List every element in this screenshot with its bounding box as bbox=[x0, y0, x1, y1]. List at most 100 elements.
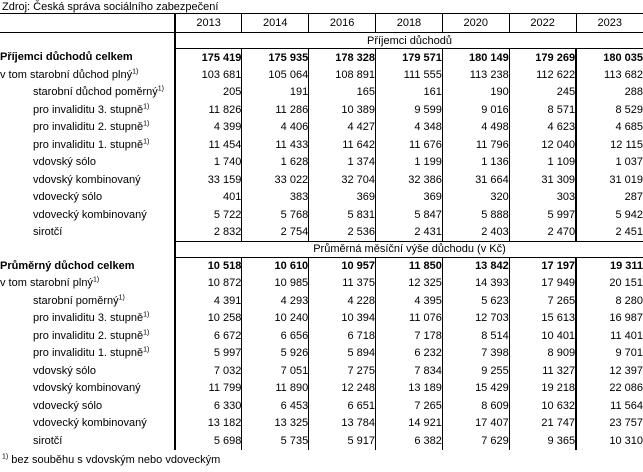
value-cell: 5 847 bbox=[375, 206, 443, 224]
value-cell: 5 997 bbox=[174, 344, 242, 362]
value-cell: 1 628 bbox=[241, 153, 309, 171]
value-cell: 369 bbox=[308, 188, 376, 206]
value-cell: 161 bbox=[375, 83, 443, 101]
year-header-2018: 2018 bbox=[375, 13, 443, 33]
value-cell: 5 888 bbox=[441, 206, 510, 224]
value-cell: 4 623 bbox=[508, 118, 577, 136]
table-row: pro invaliditu 2. stupně1) 4 399 4 406 4 42… bbox=[0, 118, 643, 136]
section-band-title: Průměrná měsíční výše důchodu (v Kč) bbox=[174, 240, 643, 258]
value-cell: 179 571 bbox=[375, 48, 443, 66]
value-cell: 32 704 bbox=[308, 171, 376, 189]
row-label: pro invaliditu 2. stupně1) bbox=[0, 327, 176, 345]
value-cell: 320 bbox=[441, 188, 510, 206]
value-cell: 12 703 bbox=[441, 309, 510, 327]
value-cell: 11 564 bbox=[575, 397, 643, 415]
value-cell: 2 451 bbox=[575, 223, 643, 241]
value-cell: 32 386 bbox=[375, 171, 443, 189]
value-cell: 7 032 bbox=[174, 362, 242, 380]
row-label: sirotčí bbox=[0, 432, 176, 450]
section-band-title: Příjemci důchodů bbox=[174, 32, 643, 49]
row-label: starobní důchod poměrný1) bbox=[0, 83, 176, 101]
value-cell: 4 391 bbox=[174, 292, 242, 310]
year-header-2022: 2022 bbox=[508, 13, 577, 33]
value-cell: 369 bbox=[375, 188, 443, 206]
band-label-spacer bbox=[0, 241, 176, 257]
footnote-marker: 1) bbox=[2, 452, 9, 460]
value-cell: 383 bbox=[241, 188, 309, 206]
footnote-marker: 1) bbox=[143, 103, 150, 111]
source-line: Zdroj: Česká správa sociálního zabezpeče… bbox=[2, 1, 219, 13]
value-cell: 5 926 bbox=[241, 344, 309, 362]
value-cell: 11 076 bbox=[375, 309, 443, 327]
label-column-header bbox=[0, 13, 176, 33]
value-cell: 5 894 bbox=[308, 344, 376, 362]
year-header-2020: 2020 bbox=[441, 13, 510, 33]
value-cell: 10 401 bbox=[508, 327, 577, 345]
value-cell: 19 218 bbox=[508, 379, 577, 397]
row-label: vdovecký kombinovaný bbox=[0, 206, 176, 224]
table-row: pro invaliditu 3. stupně1) 10 258 10 240 10… bbox=[0, 309, 643, 327]
value-cell: 2 470 bbox=[508, 223, 577, 241]
footnote-marker: 1) bbox=[132, 68, 139, 76]
row-label: vdovský sólo bbox=[0, 153, 176, 171]
row-label: Průměrný důchod celkem bbox=[0, 257, 176, 275]
value-cell: 10 310 bbox=[575, 432, 643, 450]
value-cell: 11 401 bbox=[575, 327, 643, 345]
value-cell: 7 629 bbox=[441, 432, 510, 450]
value-cell: 5 623 bbox=[441, 292, 510, 310]
value-cell: 4 348 bbox=[375, 118, 443, 136]
value-cell: 191 bbox=[241, 83, 309, 101]
value-cell: 12 397 bbox=[575, 362, 643, 380]
value-cell: 10 610 bbox=[241, 257, 309, 275]
table-row: Průměrný důchod celkem 10 518 10 610 10 957… bbox=[0, 257, 643, 275]
value-cell: 31 664 bbox=[441, 171, 510, 189]
value-cell: 17 197 bbox=[508, 257, 577, 275]
value-cell: 11 826 bbox=[174, 101, 242, 119]
value-cell: 5 698 bbox=[174, 432, 242, 450]
value-cell: 4 406 bbox=[241, 118, 309, 136]
value-cell: 4 685 bbox=[575, 118, 643, 136]
value-cell: 13 784 bbox=[308, 414, 376, 432]
value-cell: 5 768 bbox=[241, 206, 309, 224]
value-cell: 5 735 bbox=[241, 432, 309, 450]
value-cell: 401 bbox=[174, 188, 242, 206]
footnote-text: bez souběhu s vdovským nebo vdoveckým bbox=[11, 453, 221, 466]
value-cell: 15 429 bbox=[441, 379, 510, 397]
value-cell: 11 799 bbox=[174, 379, 242, 397]
row-label: Příjemci důchodů celkem bbox=[0, 48, 176, 66]
footnote-marker: 1) bbox=[143, 138, 150, 146]
value-cell: 287 bbox=[575, 188, 643, 206]
value-cell: 2 832 bbox=[174, 223, 242, 241]
year-header-row: 2013 2014 2016 2018 2020 2022 2023 bbox=[0, 13, 643, 33]
table-row: vdovský sólo 7 032 7 051 7 275 7 834 9 255 11 … bbox=[0, 362, 643, 380]
value-cell: 190 bbox=[441, 83, 510, 101]
value-cell: 10 258 bbox=[174, 309, 242, 327]
value-cell: 19 311 bbox=[575, 257, 643, 275]
value-cell: 31 309 bbox=[508, 171, 577, 189]
value-cell: 180 035 bbox=[575, 48, 643, 66]
value-cell: 6 453 bbox=[241, 397, 309, 415]
value-cell: 10 240 bbox=[241, 309, 309, 327]
year-header-2014: 2014 bbox=[241, 13, 309, 33]
section-band-row: Příjemci důchodů bbox=[0, 32, 643, 49]
table-row: vdovecký kombinovaný 5 722 5 768 5 831 5 847… bbox=[0, 206, 643, 224]
row-label: pro invaliditu 1. stupně1) bbox=[0, 344, 176, 362]
value-cell: 6 330 bbox=[174, 397, 242, 415]
value-cell: 2 754 bbox=[241, 223, 309, 241]
table-row: pro invaliditu 1. stupně1) 5 997 5 926 5 89… bbox=[0, 344, 643, 362]
value-cell: 11 796 bbox=[441, 136, 510, 154]
value-cell: 11 454 bbox=[174, 136, 242, 154]
table-row: Příjemci důchodů celkem 175 419 175 935 178… bbox=[0, 48, 643, 66]
table-row: vdovský kombinovaný 33 159 33 022 32 704 32 … bbox=[0, 171, 643, 189]
value-cell: 33 022 bbox=[241, 171, 309, 189]
value-cell: 1 136 bbox=[441, 153, 510, 171]
value-cell: 10 632 bbox=[508, 397, 577, 415]
value-cell: 11 676 bbox=[375, 136, 443, 154]
row-label: pro invaliditu 2. stupně1) bbox=[0, 118, 176, 136]
table-row: starobní důchod poměrný1) 205 191 165 161 190… bbox=[0, 83, 643, 101]
value-cell: 10 389 bbox=[308, 101, 376, 119]
value-cell: 7 398 bbox=[441, 344, 510, 362]
row-label: pro invaliditu 3. stupně1) bbox=[0, 101, 176, 119]
row-label: vdovecký sólo bbox=[0, 188, 176, 206]
value-cell: 23 757 bbox=[575, 414, 643, 432]
